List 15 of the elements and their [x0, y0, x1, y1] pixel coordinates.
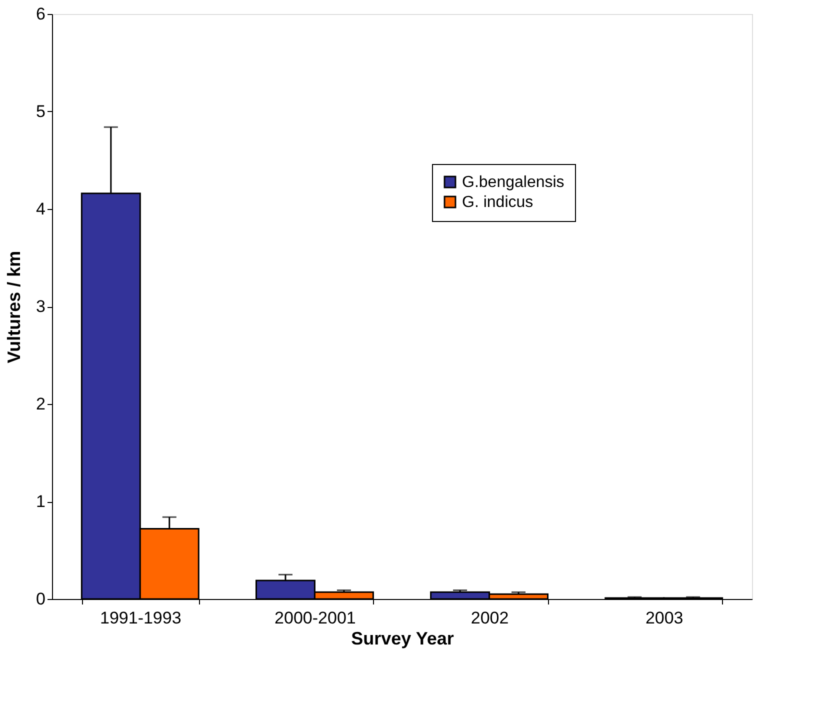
- legend-label: G. indicus: [462, 194, 534, 211]
- y-tick-label: 3: [36, 297, 46, 316]
- y-tick-label: 2: [36, 394, 46, 414]
- y-tick-label: 6: [36, 4, 46, 24]
- x-tick-label: 1991-1993: [100, 608, 182, 628]
- x-tick-label: 2002: [470, 608, 509, 628]
- x-tick-label: 2003: [645, 608, 684, 628]
- x-tick-label: 2000-2001: [274, 608, 356, 628]
- legend-label: G.bengalensis: [462, 174, 564, 191]
- y-tick-label: 0: [36, 590, 46, 608]
- x-axis-title: Survey Year: [351, 628, 454, 648]
- y-tick-label: 4: [36, 200, 46, 218]
- y-tick-label: 5: [36, 102, 46, 121]
- y-axis-title: Vultures / km: [4, 250, 24, 364]
- y-tick-label: 1: [36, 492, 46, 511]
